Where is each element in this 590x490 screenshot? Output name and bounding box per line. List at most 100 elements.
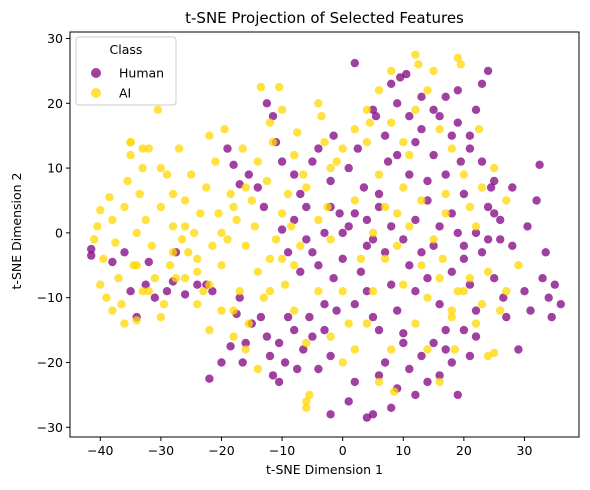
point-human [238, 358, 247, 367]
point-ai [290, 306, 299, 315]
point-human [411, 390, 420, 400]
point-ai [253, 364, 262, 374]
point-ai [274, 82, 284, 92]
point-human [405, 364, 414, 374]
point-ai [435, 125, 444, 134]
point-human [411, 215, 420, 225]
point-ai [338, 358, 347, 367]
point-human [429, 105, 438, 115]
point-human [308, 332, 317, 341]
point-ai [393, 241, 402, 250]
point-ai [302, 403, 311, 412]
point-human [490, 176, 499, 186]
point-human [471, 228, 481, 238]
point-ai [320, 138, 329, 147]
point-ai [305, 390, 314, 400]
point-human [499, 293, 508, 302]
point-human [299, 345, 308, 354]
point-ai [193, 254, 202, 263]
point-ai [184, 248, 193, 257]
point-human [496, 215, 505, 225]
point-ai [453, 53, 462, 63]
point-human [144, 257, 153, 267]
point-human [380, 248, 390, 257]
legend-marker-human [91, 68, 101, 78]
point-human [344, 222, 353, 231]
point-ai [323, 202, 332, 212]
point-human [108, 257, 117, 267]
point-human [490, 209, 499, 218]
point-human [193, 280, 202, 289]
point-ai [502, 196, 511, 205]
point-ai [344, 319, 353, 328]
point-ai [199, 287, 208, 296]
point-ai [177, 235, 187, 244]
point-ai [387, 118, 396, 127]
point-ai [229, 306, 238, 315]
point-human [205, 374, 214, 383]
point-ai [180, 196, 190, 205]
point-human [277, 225, 287, 234]
point-ai [350, 125, 359, 134]
point-human [387, 222, 396, 231]
y-axis-label: t-SNE Dimension 2 [9, 173, 24, 290]
point-ai [99, 254, 108, 263]
point-ai [247, 196, 256, 205]
point-ai [514, 261, 523, 270]
point-human [305, 312, 314, 322]
point-ai [132, 261, 141, 270]
point-human [374, 371, 384, 380]
point-human [435, 371, 444, 380]
point-human [423, 196, 432, 205]
point-human [226, 342, 235, 351]
point-human [277, 157, 287, 166]
point-human [162, 287, 172, 296]
point-ai [205, 131, 214, 140]
point-ai [326, 235, 335, 244]
point-ai [229, 332, 238, 341]
point-ai [238, 144, 247, 153]
point-ai [193, 267, 202, 276]
point-human [350, 209, 359, 218]
point-ai [123, 176, 132, 186]
y-tick-label: 30 [47, 31, 63, 46]
point-ai [277, 209, 287, 218]
point-human [362, 241, 372, 250]
point-human [268, 371, 278, 380]
point-ai [259, 293, 269, 302]
point-ai [365, 118, 375, 127]
y-tick-label: −20 [37, 355, 63, 370]
point-human [150, 293, 159, 302]
point-human [477, 248, 487, 257]
y-tick-label: 0 [55, 225, 63, 240]
point-human [459, 241, 469, 250]
point-ai [438, 254, 447, 263]
point-ai [138, 144, 147, 153]
point-ai [465, 202, 475, 212]
point-ai [141, 215, 150, 225]
point-human [502, 312, 511, 322]
point-human [387, 280, 396, 289]
point-human [359, 183, 369, 192]
point-ai [147, 241, 156, 250]
legend-marker-ai [91, 88, 101, 98]
point-ai [317, 112, 326, 121]
point-ai [338, 287, 347, 296]
point-human [274, 377, 284, 387]
point-ai [220, 125, 229, 134]
point-human [556, 300, 565, 309]
point-human [362, 287, 372, 296]
point-ai [314, 287, 323, 296]
point-human [326, 176, 335, 186]
y-tick-label: 10 [47, 161, 63, 176]
point-human [180, 290, 190, 299]
point-ai [111, 238, 120, 247]
y-tick-label: −10 [37, 290, 63, 305]
point-human [308, 248, 317, 257]
x-tick-label: −10 [269, 443, 295, 458]
point-ai [277, 254, 287, 263]
point-ai [387, 345, 396, 354]
point-human [265, 351, 275, 361]
point-human [368, 235, 378, 244]
point-ai [138, 287, 147, 296]
